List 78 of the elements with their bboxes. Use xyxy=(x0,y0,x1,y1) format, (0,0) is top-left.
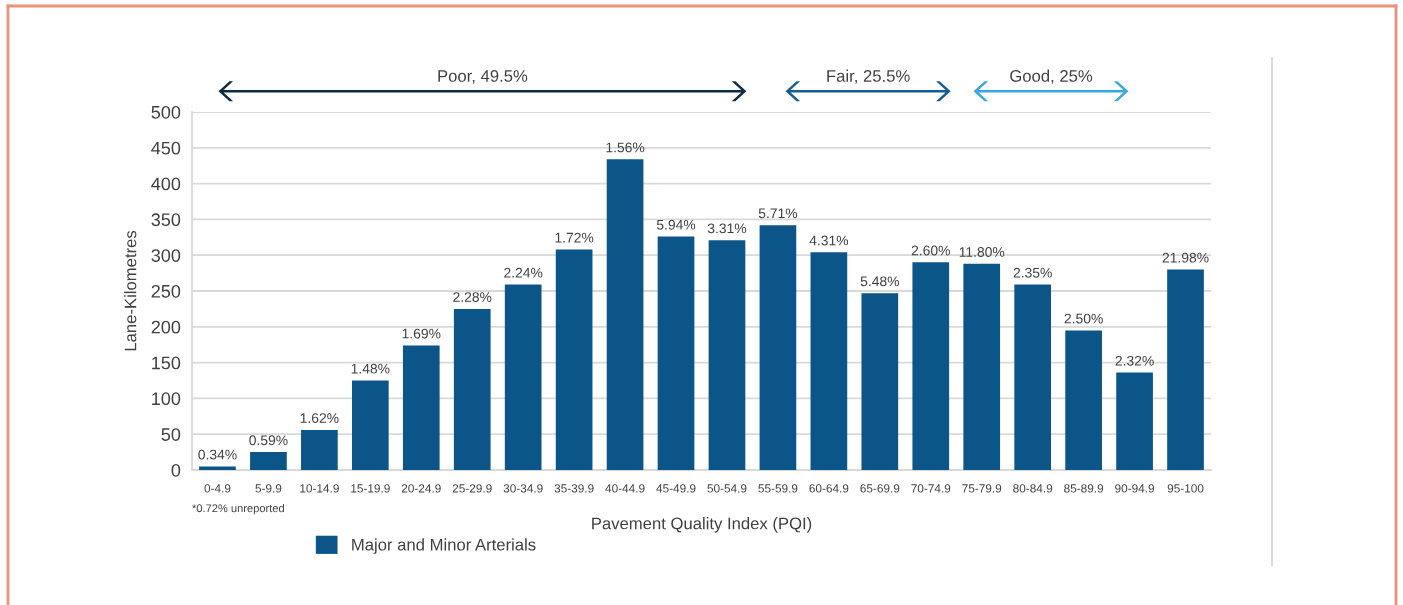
y-axis-title: Lane-Kilometres xyxy=(124,230,137,351)
text: Good, 25% xyxy=(1010,69,1093,84)
y-tick-label: 200 xyxy=(151,320,181,334)
x-tick-label: 15-19.9 xyxy=(351,484,390,493)
annotation: 2.28% xyxy=(453,292,492,302)
annotation: 1.48% xyxy=(351,363,390,374)
x-tick-label: 5-9.9 xyxy=(255,484,282,493)
annotation: 0.34% xyxy=(198,449,237,460)
annotation: 1.56% xyxy=(606,142,645,153)
x-tick-label: 85-89.9 xyxy=(1064,484,1104,493)
bar xyxy=(810,252,848,470)
annotation: 2.35% xyxy=(1013,267,1052,278)
x-tick-label: 95-100 xyxy=(1167,484,1204,493)
y-tick-label: 450 xyxy=(151,141,181,155)
bar xyxy=(759,225,797,470)
bar xyxy=(606,159,644,470)
bar xyxy=(1167,269,1204,470)
annotation: 5.94% xyxy=(656,219,696,230)
annotation: 21.98% xyxy=(1162,252,1209,263)
annotation: 4.31% xyxy=(809,235,849,246)
x-tick-label: 50-54.9 xyxy=(707,484,747,493)
bar xyxy=(708,240,746,470)
bar xyxy=(250,452,287,470)
annotation: 1.69% xyxy=(402,328,441,339)
bar xyxy=(963,263,1001,470)
x-tick-label: 45-49.9 xyxy=(656,484,696,493)
annotation: 2.32% xyxy=(1115,355,1154,366)
bar xyxy=(199,466,236,470)
y-tick-label: 50 xyxy=(161,428,181,441)
x-tick-label: 10-14.9 xyxy=(300,484,339,493)
text: *0.72% unreported xyxy=(192,504,284,515)
x-tick-label: 25-29.9 xyxy=(452,484,492,493)
x-tick-label: 65-69.9 xyxy=(860,484,900,493)
x-tick-label: 20-24.9 xyxy=(401,484,441,493)
bar xyxy=(555,249,593,470)
x-tick-label: 30-34.9 xyxy=(503,484,543,493)
x-tick-label: 0-4.9 xyxy=(204,484,231,493)
y-tick-label: 400 xyxy=(151,177,181,191)
bar xyxy=(912,262,950,470)
annotation: 0.59% xyxy=(249,435,288,446)
x-axis-title: Pavement Quality Index (PQI) xyxy=(592,517,812,533)
x-tick-label: 70-74.9 xyxy=(911,484,951,493)
bar xyxy=(301,429,338,470)
y-tick-label: 350 xyxy=(151,213,181,227)
bar xyxy=(504,284,542,470)
x-tick-label: 55-59.9 xyxy=(758,484,798,493)
y-tick-label: 150 xyxy=(152,356,181,370)
annotation: 2.50% xyxy=(1064,313,1103,324)
bar xyxy=(1065,330,1102,470)
text: Poor, 49.5% xyxy=(438,70,528,84)
bar xyxy=(351,380,389,470)
x-tick-label: 40-44.9 xyxy=(605,484,645,493)
annotation: 1.62% xyxy=(300,413,339,423)
x-tick-label: 60-64.9 xyxy=(809,484,849,493)
annotation: 2.24% xyxy=(504,267,543,278)
bar xyxy=(453,308,491,470)
bar xyxy=(1116,372,1153,470)
bar xyxy=(402,345,440,470)
y-tick-label: 500 xyxy=(151,105,181,119)
x-tick-label: 90-94.9 xyxy=(1115,484,1155,493)
y-tick-label: 300 xyxy=(151,249,181,262)
y-tick-label: 0 xyxy=(171,463,181,477)
annotation: 2.60% xyxy=(911,245,950,256)
annotation: 11.80% xyxy=(959,247,1005,257)
annotation: 3.31% xyxy=(707,223,747,234)
annotation: 5.48% xyxy=(860,276,900,287)
y-tick-label: 100 xyxy=(152,392,181,406)
bar xyxy=(1014,284,1052,470)
text: Fair, 25.5% xyxy=(827,69,910,84)
x-tick-label: 35-39.9 xyxy=(554,484,594,493)
y-tick-label: 250 xyxy=(151,284,181,298)
legend-label: Major and Minor Arterials xyxy=(352,538,536,554)
annotation: 5.71% xyxy=(758,208,798,219)
x-tick-label: 75-79.9 xyxy=(962,484,1002,493)
bar xyxy=(657,236,695,470)
annotation: 1.72% xyxy=(555,232,594,243)
bar xyxy=(861,293,899,470)
x-tick-label: 80-84.9 xyxy=(1013,484,1053,493)
